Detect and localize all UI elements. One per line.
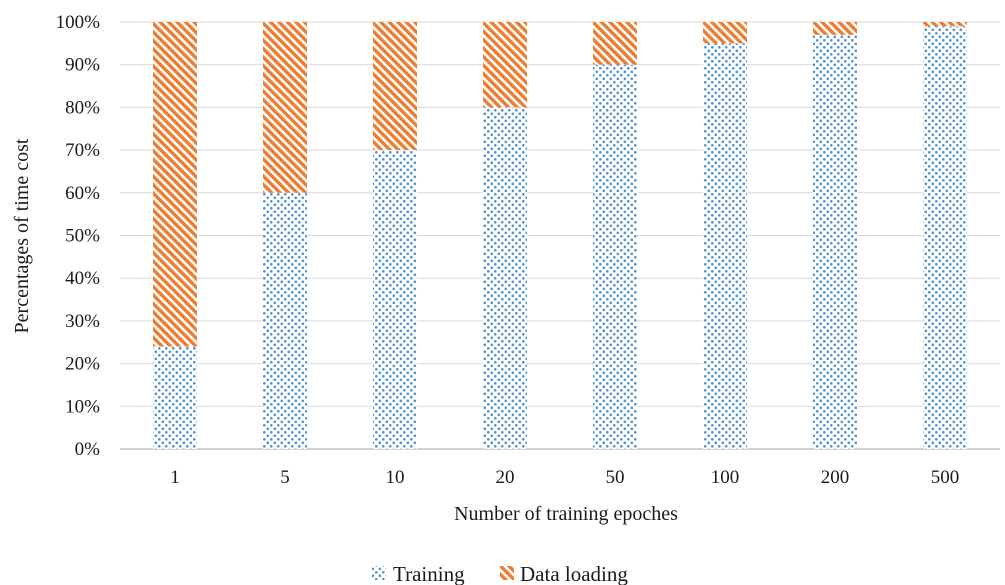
bar-training [813, 34, 857, 450]
legend-swatch-training [372, 566, 386, 580]
y-tick-label: 0% [75, 439, 101, 460]
x-tick-label: 50 [606, 467, 625, 488]
bar-data-loading [813, 22, 857, 35]
x-tick-label: 5 [280, 467, 290, 488]
x-tick-label: 200 [821, 467, 850, 488]
y-tick-label: 30% [65, 311, 100, 332]
y-tick-label: 100% [56, 12, 101, 33]
bar-data-loading [593, 22, 637, 65]
y-tick-label: 50% [65, 226, 100, 247]
legend-label-data-loading: Data loading [520, 562, 628, 585]
x-tick-label: 20 [496, 467, 515, 488]
x-axis-title: Number of training epoches [454, 503, 678, 525]
y-axis-title: Percentages of time cost [11, 138, 33, 333]
y-tick-label: 20% [65, 354, 100, 375]
legend: Training Data loading [372, 562, 628, 585]
y-tick-label: 60% [65, 183, 100, 204]
y-tick-label: 70% [65, 140, 100, 161]
y-tick-label: 90% [65, 55, 100, 76]
bar-training [593, 64, 637, 449]
bar-data-loading [263, 22, 307, 193]
y-tick-label: 40% [65, 268, 100, 289]
x-tick-label: 500 [931, 467, 960, 488]
gridlines [120, 21, 1000, 450]
y-tick-label: 80% [65, 97, 100, 118]
bar-data-loading [373, 22, 417, 151]
legend-label-training: Training [393, 562, 465, 585]
x-tick-label: 1 [170, 467, 180, 488]
bar-training [263, 192, 307, 450]
legend-swatch-data-loading [500, 566, 514, 580]
bar-training [153, 346, 197, 449]
y-tick-label: 10% [65, 396, 100, 417]
bar-training [703, 43, 747, 449]
x-tick-labels: 1 5 10 20 50 100 200 500 [170, 467, 959, 488]
bar-data-loading [703, 22, 747, 44]
bars [153, 22, 967, 450]
bar-training [373, 150, 417, 449]
bar-training [483, 107, 527, 450]
bar-data-loading [483, 22, 527, 108]
bar-data-loading [153, 22, 197, 347]
bar-data-loading [923, 22, 967, 27]
y-tick-labels: 0% 10% 20% 30% 40% 50% 60% 70% 80% 90% 100% [56, 12, 101, 460]
x-tick-label: 100 [711, 467, 740, 488]
bar-training [923, 26, 967, 450]
x-tick-label: 10 [386, 467, 405, 488]
